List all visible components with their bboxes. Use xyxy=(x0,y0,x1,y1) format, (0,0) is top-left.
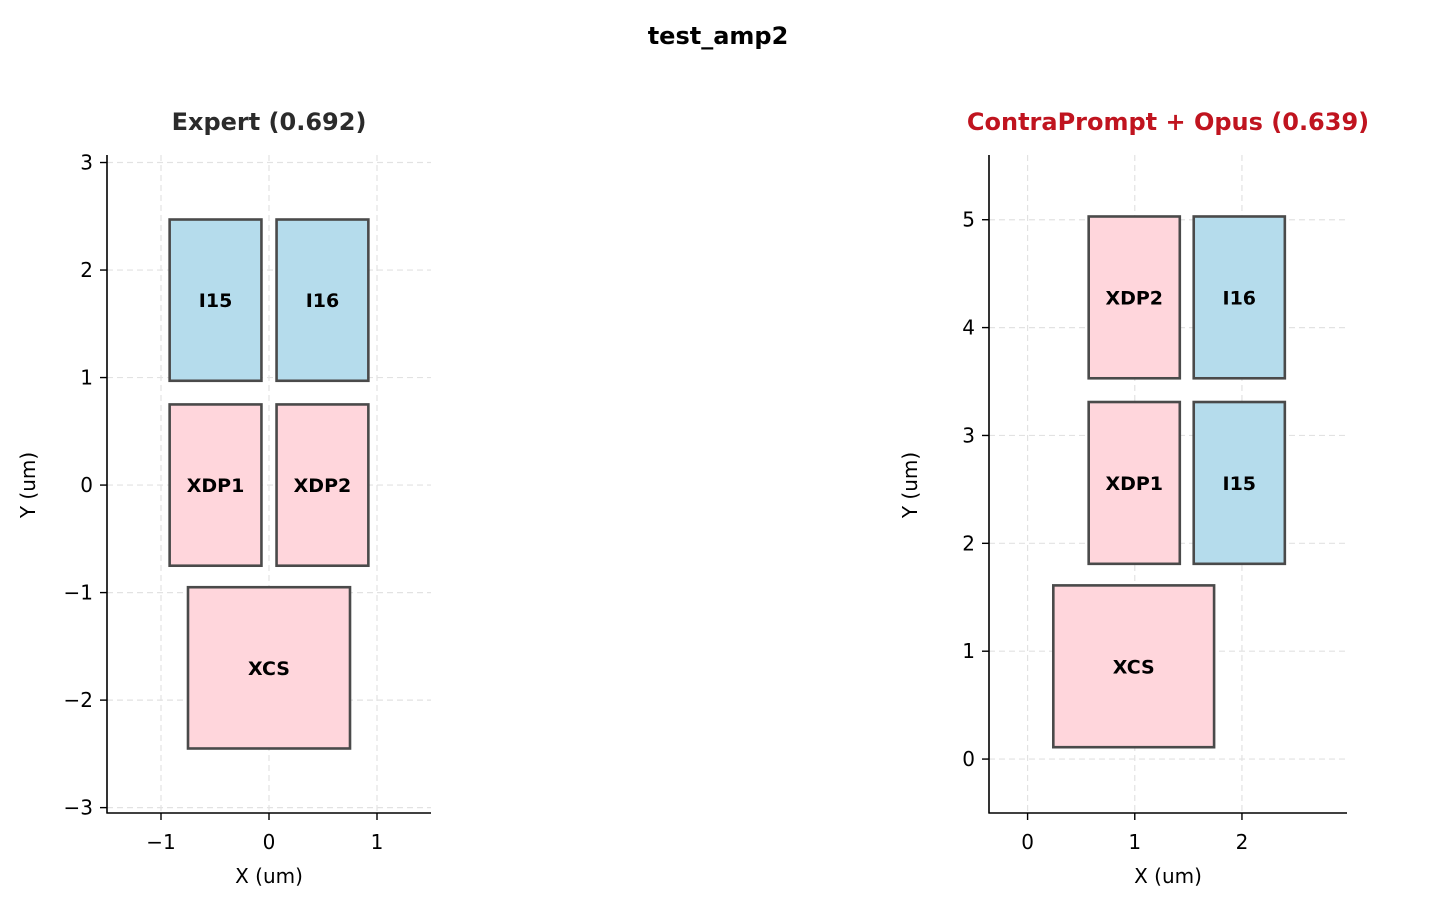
expert-panel: I15 I16 XDP1 XDP2 XCS −1 0 1 −3 −2 −1 0 1 2 3 X (um) Y (… xyxy=(16,108,431,888)
block-label: I16 xyxy=(306,290,340,312)
block-xdp2 xyxy=(275,403,370,568)
y-axis-label: Y (um) xyxy=(898,452,922,519)
block-xdp2 xyxy=(1087,215,1182,380)
y-axis-label: Y (um) xyxy=(16,452,40,519)
contraprompt-panel: XDP2 I16 XDP1 I15 XCS 0 1 2 0 1 2 3 4 5 X (um) Y (um) Co… xyxy=(898,108,1369,888)
y-tick-label: 3 xyxy=(80,151,93,175)
block-label: I16 xyxy=(1223,287,1257,309)
block-label: XCS xyxy=(248,658,290,680)
x-axis-label: X (um) xyxy=(1134,864,1202,888)
block-label: XDP1 xyxy=(1105,473,1163,495)
block-i16 xyxy=(1192,215,1287,380)
figure-title: test_amp2 xyxy=(648,22,789,50)
y-tick-label: 5 xyxy=(962,208,975,232)
block-xdp1 xyxy=(168,403,263,568)
y-tick-label: 0 xyxy=(962,747,975,771)
block-xdp1 xyxy=(1087,400,1182,566)
x-tick-label: 2 xyxy=(1236,830,1249,854)
x-tick-label: 0 xyxy=(1021,830,1034,854)
y-tick-label: 4 xyxy=(962,316,975,340)
block-xcs xyxy=(1052,584,1216,749)
x-tick-label: −1 xyxy=(146,830,175,854)
x-axis-label: X (um) xyxy=(235,864,303,888)
y-tick-label: −1 xyxy=(64,581,93,605)
x-tick-label: 1 xyxy=(1128,830,1141,854)
block-label: XCS xyxy=(1113,656,1155,678)
block-label: XDP2 xyxy=(1105,287,1163,309)
block-label: I15 xyxy=(1223,473,1257,495)
y-tick-label: 2 xyxy=(80,258,93,282)
y-tick-label: 0 xyxy=(80,473,93,497)
block-i16 xyxy=(275,218,370,383)
y-tick-label: −2 xyxy=(64,688,93,712)
x-tick-label: 1 xyxy=(371,830,384,854)
block-label: I15 xyxy=(199,290,233,312)
chart-panels: I15 I16 XDP1 XDP2 XCS −1 0 1 −3 −2 −1 0 1 2 3 X (um) Y (… xyxy=(16,108,1369,888)
x-tick-label: 0 xyxy=(263,830,276,854)
panel-title: ContraPrompt + Opus (0.639) xyxy=(967,108,1369,136)
y-tick-label: 1 xyxy=(962,639,975,663)
panel-title: Expert (0.692) xyxy=(172,108,367,136)
block-i15 xyxy=(168,218,263,383)
block-xcs xyxy=(186,585,352,750)
block-label: XDP2 xyxy=(294,475,352,497)
y-tick-label: 1 xyxy=(80,366,93,390)
y-tick-label: 2 xyxy=(962,531,975,555)
block-i15 xyxy=(1192,400,1287,566)
y-tick-label: 3 xyxy=(962,423,975,447)
y-tick-label: −3 xyxy=(64,796,93,820)
block-label: XDP1 xyxy=(187,475,245,497)
